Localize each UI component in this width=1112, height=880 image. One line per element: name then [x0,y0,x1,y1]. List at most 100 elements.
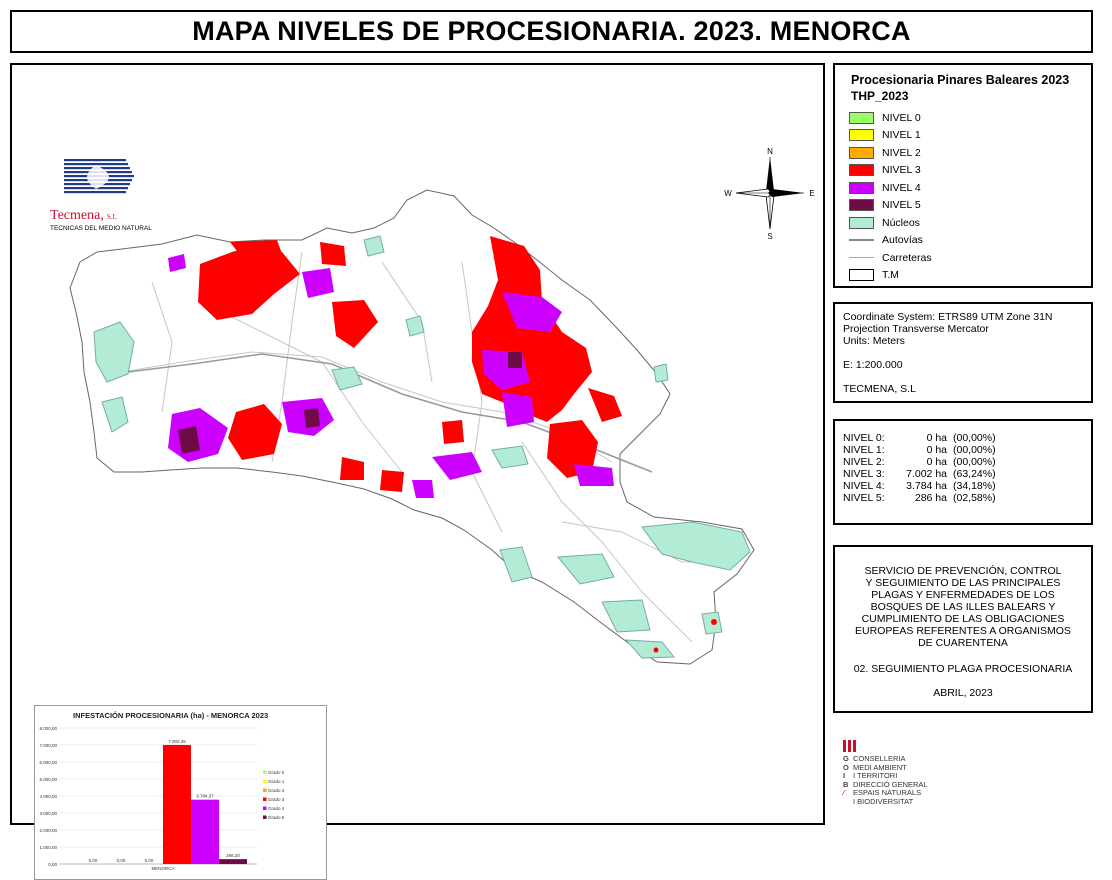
stat-ha: 286 ha [914,492,947,504]
govern-letter: B [843,779,849,789]
legend-swatch [849,164,874,177]
tecmena-logo-graphic: Tecmena, S.L TECNICAS DEL MEDIO NATURAL [50,159,152,232]
legend-item: NIVEL 2 [849,144,1081,162]
compass-n: N [767,147,773,156]
chart-category-label: MENORCA [151,866,174,871]
coord-projection: Projection Transverse Mercator [843,323,989,335]
legend-swatch [849,111,874,124]
coordinate-info-box: Coordinate System: ETRS89 UTM Zone 31N P… [833,302,1093,403]
service-line: EUROPEAS REFERENTES A ORGANISMOS [855,625,1071,637]
legend-item: Autovías [849,232,1081,250]
govern-row: ⁄ ESPAIS NATURALS [843,788,963,798]
legend-item-label: T.M [882,269,899,282]
logo-name: Tecmena, S.L [50,208,117,223]
legend-item-label: NIVEL 3 [882,164,921,177]
govern-text: DIRECCIÓ GENERAL [853,779,928,789]
govern-emblem-icon [843,740,963,752]
chart-ytick-label: 2.000,00 [39,828,57,833]
chart-legend-swatch [263,806,267,810]
govern-row: G CONSELLERIA [843,754,963,764]
legend-items: NIVEL 0 NIVEL 1 NIVEL 2 NIVEL 3 NIVEL 4 NIVEL… [845,109,1081,284]
stat-row: NIVEL 4: 3.784 ha (34,18%) [843,480,1083,492]
stat-label: NIVEL 3: [843,468,885,480]
service-lines: SERVICIO DE PREVENCIÓN, CONTROL Y SEGUIMI… [843,565,1083,649]
chart-ytick-label: 1.000,00 [39,845,57,850]
nivel-5-layer [178,352,522,454]
service-line: CUMPLIMIENTO DE LAS OBLIGACIONES [861,613,1065,625]
stat-ha: 0 ha [926,456,947,468]
legend-subtitle: THP_2023 [851,89,909,103]
legend-line-symbol [849,239,874,242]
stat-ha: 3.784 ha [906,480,947,492]
logo-subtitle: TECNICAS DEL MEDIO NATURAL [50,225,152,232]
chart-data-label: 0,00 [89,858,98,863]
govern-text: ESPAIS NATURALS [853,788,922,797]
chart-legend-label: Grado 3 [268,797,285,802]
infestation-chart: INFESTACIÓN PROCESIONARIA (ha) - MENORCA… [34,705,327,880]
chart-bar [219,859,247,864]
legend-item: NIVEL 5 [849,197,1081,215]
legend-item: T.M [849,267,1081,285]
stat-row: NIVEL 5: 286 ha (02,58%) [843,492,1083,504]
stat-pct: (00,00%) [953,456,996,468]
map-frame[interactable]: Tecmena, S.L TECNICAS DEL MEDIO NATURAL N… [10,63,825,880]
chart-bar [163,744,191,864]
compass-w: W [724,189,732,198]
stat-label: NIVEL 5: [843,492,885,504]
stat-row: NIVEL 1: 0 ha (00,00%) [843,444,1083,456]
chart-legend-swatch [263,770,267,774]
nivel-3-small-layer [603,399,717,653]
menorca-map[interactable] [12,65,823,823]
chart-legend-swatch [263,797,267,801]
govern-row: I BIODIVERSITAT [843,797,963,807]
chart-legend-swatch [263,779,267,783]
coord-units: Units: Meters [843,335,905,347]
legend-item: Núcleos [849,214,1081,232]
legend-item-label: NIVEL 1 [882,129,921,142]
legend-item-label: NIVEL 2 [882,146,921,159]
compass-rose-icon: N S E W [724,147,814,241]
chart-ytick-label: 8.000,00 [39,726,57,731]
stat-label: NIVEL 0: [843,432,885,444]
service-section: 02. SEGUIMIENTO PLAGA PROCESIONARIA [853,663,1073,675]
chart-ytick-label: 4.000,00 [39,794,57,799]
legend-swatch [849,181,874,194]
stat-label: NIVEL 1: [843,444,885,456]
chart-legend-label: Grado 1 [268,779,285,784]
stat-pct: (02,58%) [953,492,996,504]
stats-box: NIVEL 0: 0 ha (00,00%) NIVEL 1: 0 ha (00,00%)… [833,419,1093,525]
service-line: SERVICIO DE PREVENCIÓN, CONTROL [864,565,1062,577]
coord-system: Coordinate System: ETRS89 UTM Zone 31N [843,311,1053,323]
logo-stripes-icon [64,159,134,194]
govern-text: CONSELLERIA [853,754,906,763]
govern-letter: ⁄ [843,788,845,797]
service-line: PLAGAS Y ENFERMEDADES DE LOS [871,589,1055,601]
chart-data-label: 0,00 [117,858,126,863]
legend-line-symbol [849,257,874,259]
stat-ha: 0 ha [926,432,947,444]
title-box: MAPA NIVELES DE PROCESIONARIA. 2023. MEN… [10,10,1093,53]
chart-legend-label: Grado 5 [268,815,285,820]
stat-pct: (00,00%) [953,444,996,456]
coord-author: TECMENA, S.L [843,383,916,395]
legend-swatch [849,146,874,159]
govern-text: I TERRITORI [853,771,898,780]
govern-text: MEDI AMBIENT [853,762,907,772]
chart-legend-swatch [263,788,267,792]
legend-item: NIVEL 3 [849,162,1081,180]
chart-data-label: 3.784,37 [196,794,214,799]
chart-legend-swatch [263,815,267,819]
compass-e: E [809,189,814,198]
legend-title: Procesionaria Pinares Baleares 2023 [851,73,1070,87]
govern-letter [843,798,853,807]
govern-logo: G CONSELLERIA O MEDI AMBIENT I I TERRITORI B DI… [843,740,963,820]
stat-label: NIVEL 2: [843,456,885,468]
service-date: ABRIL, 2023 [933,687,993,699]
legend-item: NIVEL 4 [849,179,1081,197]
legend-item-label: Carreteras [882,251,932,264]
govern-row: O MEDI AMBIENT [843,762,963,773]
legend-swatch [849,199,874,212]
legend-box: Procesionaria Pinares Baleares 2023 THP_… [833,63,1093,288]
legend-item-label: NIVEL 0 [882,111,921,124]
chart-bar [191,799,219,864]
